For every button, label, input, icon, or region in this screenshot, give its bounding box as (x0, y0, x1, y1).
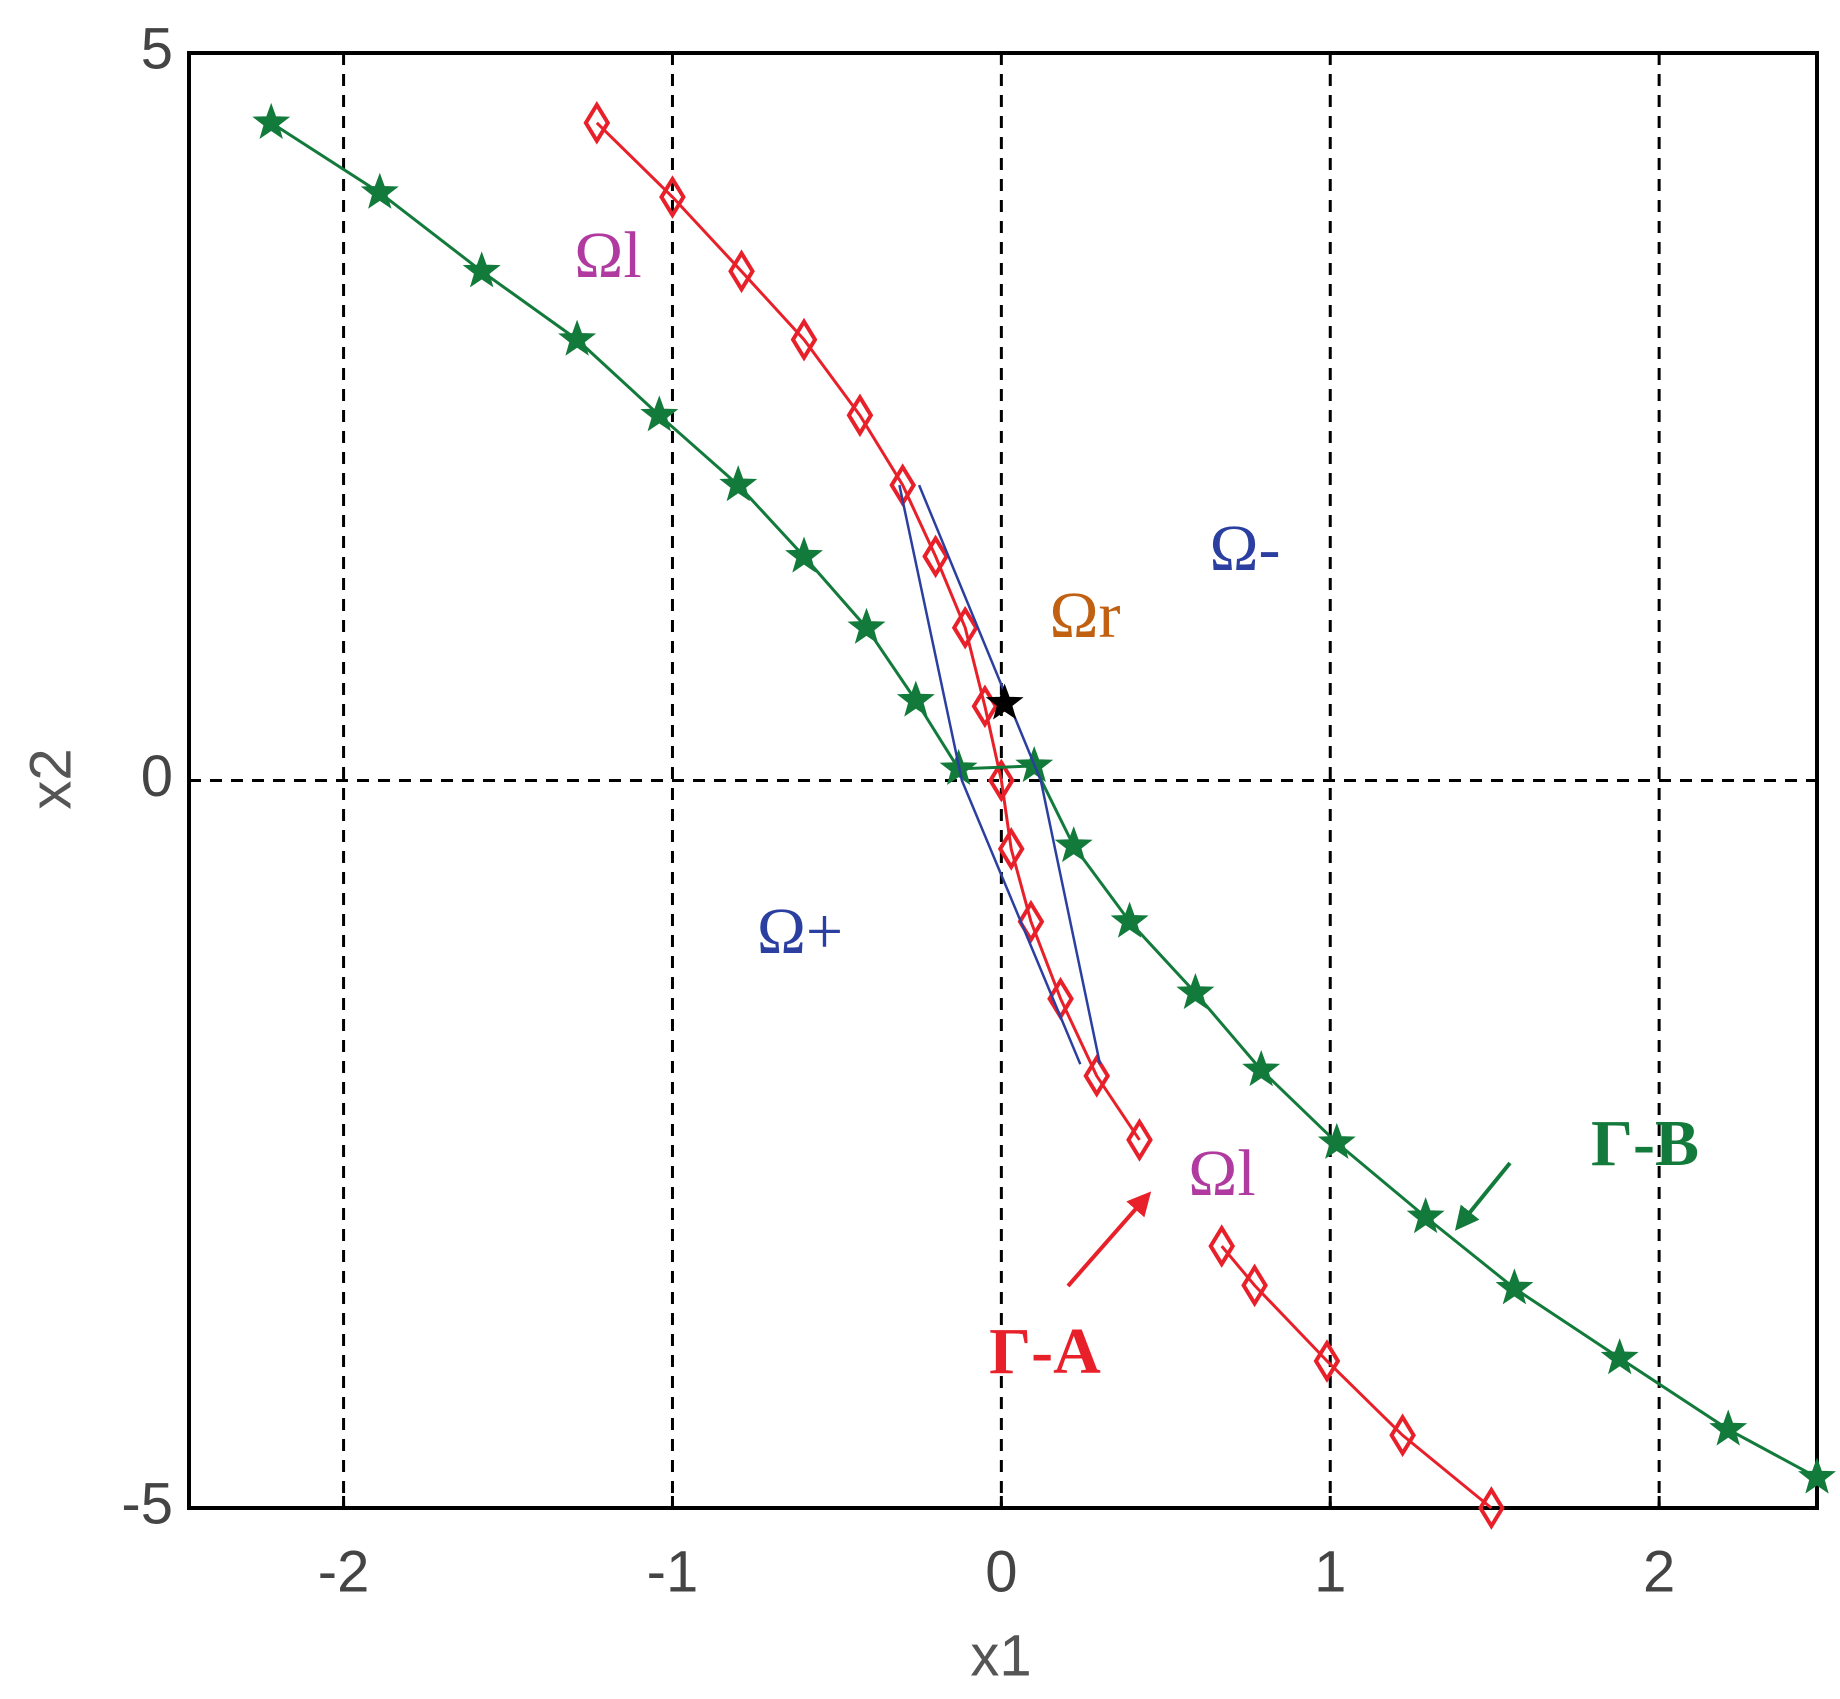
point-marker (785, 536, 823, 573)
point-marker (1709, 1409, 1748, 1446)
point-marker (1176, 972, 1215, 1010)
y-tick-label: 0 (141, 744, 173, 809)
point-marker (558, 319, 597, 356)
x-tick-label: 2 (1643, 1539, 1675, 1604)
annotation: Γ-A (989, 1315, 1101, 1388)
x-tick-label: -1 (647, 1539, 699, 1604)
y-tick-label: -5 (121, 1471, 173, 1536)
point-marker (922, 534, 949, 579)
point-marker (988, 758, 1015, 803)
point-marker (640, 395, 679, 432)
annotation: Ω+ (757, 895, 843, 968)
point-marker (719, 465, 758, 502)
series-line (898, 484, 1082, 1065)
point-marker (951, 605, 979, 650)
annotation: Ω- (1209, 512, 1280, 585)
point-marker (1241, 1263, 1268, 1308)
point-marker (583, 101, 611, 145)
point-marker (1110, 901, 1149, 938)
plot-frame (187, 51, 1819, 1510)
x-tick-label: 1 (1314, 1539, 1346, 1604)
point-marker (659, 175, 686, 219)
point-marker (1017, 899, 1045, 944)
point-marker (1317, 1122, 1356, 1159)
point-marker (1242, 1050, 1281, 1087)
point-marker (790, 317, 818, 362)
annotation: Ωl (574, 219, 641, 292)
point-marker (360, 172, 399, 209)
point-marker (1478, 1486, 1505, 1530)
point-marker (847, 607, 886, 644)
y-tick-label: 5 (141, 16, 173, 81)
arrow (1454, 1161, 1512, 1231)
point-marker (1054, 826, 1093, 863)
x-axis-label: x1 (970, 1623, 1031, 1688)
point-marker (1389, 1413, 1416, 1458)
point-marker (1208, 1224, 1236, 1268)
point-marker (1313, 1339, 1341, 1383)
y-axis-label: x2 (18, 748, 83, 809)
x-tick-label: 0 (985, 1539, 1017, 1604)
series-line (595, 121, 1493, 1510)
annotation: Γ-B (1591, 1107, 1699, 1180)
point-marker (1600, 1338, 1639, 1375)
point-marker (896, 680, 935, 717)
point-marker (846, 393, 874, 438)
series-line (917, 484, 1102, 1065)
annotation: Ωl (1188, 1137, 1255, 1210)
point-marker (1083, 1054, 1111, 1098)
point-marker (985, 683, 1024, 720)
point-marker (252, 102, 291, 139)
point-marker (728, 249, 755, 294)
point-marker (1406, 1197, 1445, 1234)
annotation: Ωr (1049, 579, 1120, 652)
point-marker (1126, 1118, 1153, 1162)
point-marker (1495, 1268, 1534, 1305)
point-marker (462, 251, 501, 288)
arrow (1066, 1191, 1152, 1288)
point-marker (997, 827, 1025, 871)
point-marker (1798, 1457, 1836, 1494)
x-tick-label: -2 (318, 1539, 370, 1604)
